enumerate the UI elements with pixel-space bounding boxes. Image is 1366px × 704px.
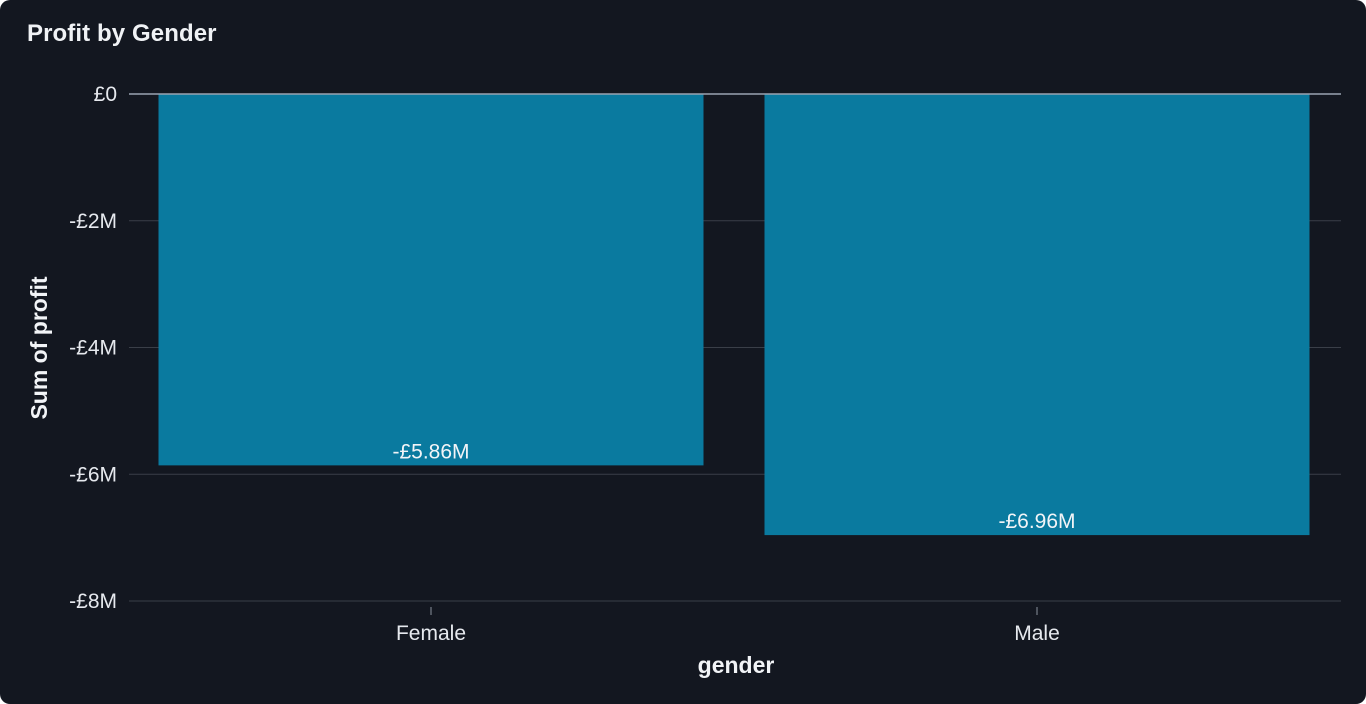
bar-female[interactable] — [158, 94, 704, 466]
x-tick-label-male: Male — [1014, 622, 1060, 645]
data-labels: -£5.86M -£6.96M — [392, 440, 1075, 533]
bars — [158, 94, 1310, 536]
y-axis-title: Sum of profit — [26, 276, 52, 419]
data-label-female: -£5.86M — [392, 440, 469, 463]
x-axis-title: gender — [698, 652, 775, 678]
y-tick-label: -£4M — [69, 337, 117, 360]
y-axis-ticks: £0 -£2M -£4M -£6M -£8M — [69, 83, 117, 613]
chart-title: Profit by Gender — [27, 20, 217, 47]
y-tick-label: £0 — [94, 83, 117, 106]
y-tick-label: -£2M — [69, 210, 117, 233]
bar-male[interactable] — [764, 94, 1310, 536]
y-tick-label: -£8M — [69, 590, 117, 613]
y-tick-label: -£6M — [69, 463, 117, 486]
data-label-male: -£6.96M — [998, 510, 1075, 533]
x-axis-ticks: Female Male — [396, 607, 1060, 645]
x-tick-label-female: Female — [396, 622, 466, 645]
